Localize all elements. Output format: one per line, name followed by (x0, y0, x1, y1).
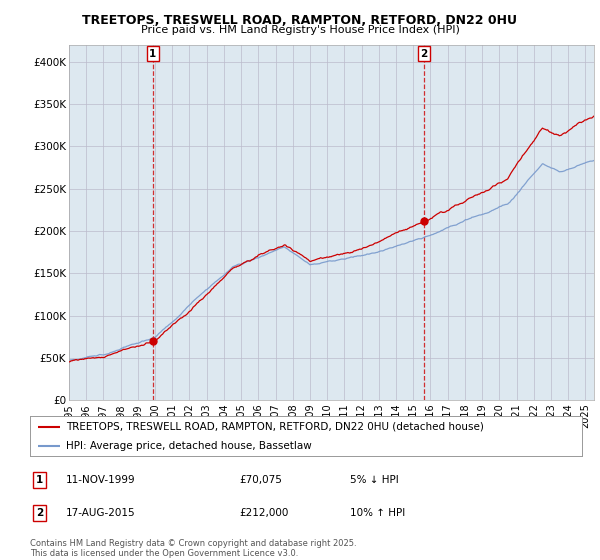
Text: 2: 2 (37, 508, 44, 518)
Text: £212,000: £212,000 (240, 508, 289, 518)
Text: HPI: Average price, detached house, Bassetlaw: HPI: Average price, detached house, Bass… (66, 441, 311, 451)
Text: TREETOPS, TRESWELL ROAD, RAMPTON, RETFORD, DN22 0HU (detached house): TREETOPS, TRESWELL ROAD, RAMPTON, RETFOR… (66, 422, 484, 432)
Text: 17-AUG-2015: 17-AUG-2015 (66, 508, 136, 518)
Text: 1: 1 (37, 475, 44, 484)
Text: 11-NOV-1999: 11-NOV-1999 (66, 475, 136, 484)
Text: £70,075: £70,075 (240, 475, 283, 484)
Text: TREETOPS, TRESWELL ROAD, RAMPTON, RETFORD, DN22 0HU: TREETOPS, TRESWELL ROAD, RAMPTON, RETFOR… (83, 14, 517, 27)
Text: 2: 2 (421, 49, 428, 59)
Text: 10% ↑ HPI: 10% ↑ HPI (350, 508, 406, 518)
Text: 1: 1 (149, 49, 157, 59)
Text: Contains HM Land Registry data © Crown copyright and database right 2025.
This d: Contains HM Land Registry data © Crown c… (30, 539, 356, 558)
Text: Price paid vs. HM Land Registry's House Price Index (HPI): Price paid vs. HM Land Registry's House … (140, 25, 460, 35)
Text: 5% ↓ HPI: 5% ↓ HPI (350, 475, 399, 484)
